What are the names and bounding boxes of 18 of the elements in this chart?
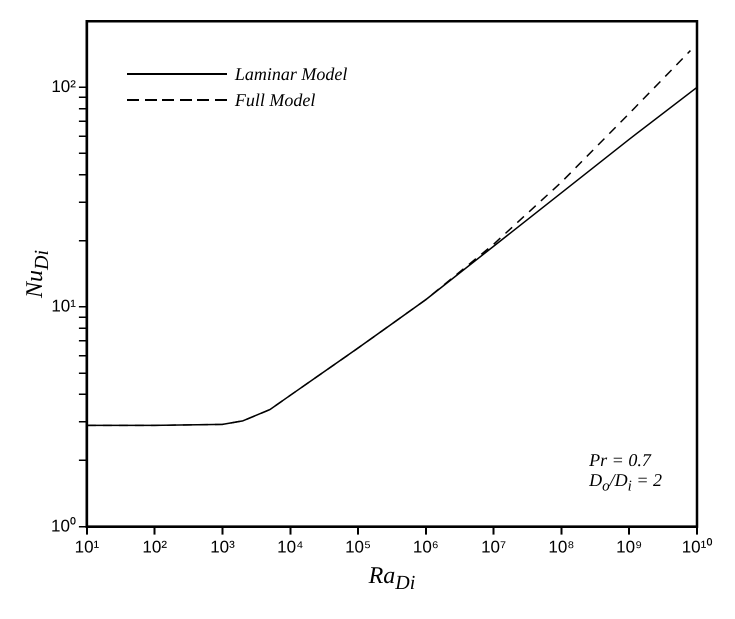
annotation: Pr = 0.7 — [589, 450, 652, 470]
y-tick-label: 10¹ — [51, 296, 76, 316]
x-tick-label: 10⁶ — [412, 537, 439, 556]
x-tick-label: 10⁷ — [481, 537, 506, 556]
y-tick-label: 10² — [51, 77, 76, 96]
x-tick-label: 10⁵ — [345, 537, 372, 556]
legend-label: Full Model — [234, 90, 316, 111]
x-tick-label: 10¹⁰ — [682, 537, 712, 556]
x-tick-label: 10⁹ — [616, 537, 642, 556]
x-tick-label: 10³ — [210, 537, 236, 556]
y-tick-label: 10⁰ — [50, 516, 76, 536]
x-tick-label: 10⁴ — [277, 537, 304, 556]
x-axis-title: Ra$_{Di}$ — [368, 562, 416, 594]
x-tick-label: 10² — [142, 537, 168, 556]
x-tick-label: 10¹ — [74, 537, 100, 556]
legend-label: Laminar Model — [234, 64, 348, 85]
annotation: D$_{o}$/D$_{i}$ = 2 — [589, 470, 662, 497]
x-tick-label: 10⁸ — [548, 537, 574, 556]
